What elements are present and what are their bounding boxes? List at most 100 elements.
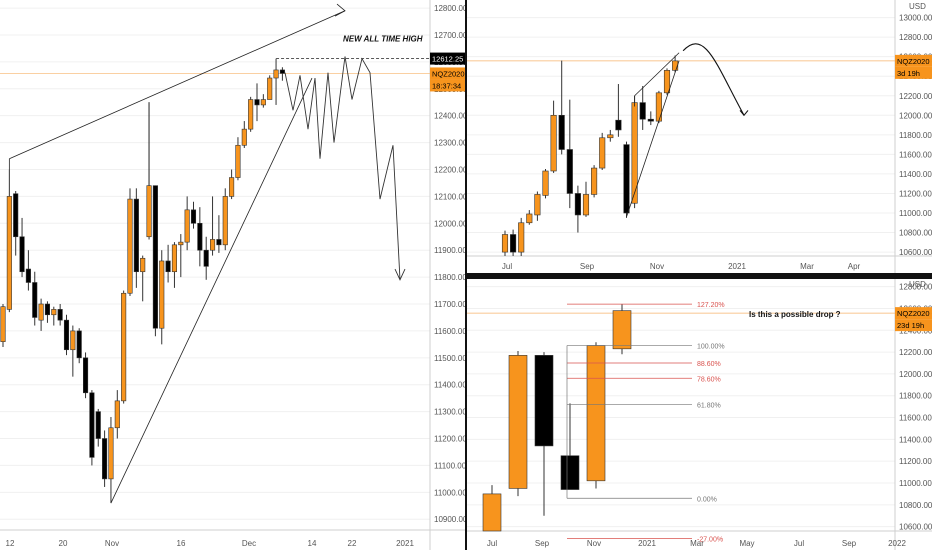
candle-up [184,209,190,243]
x-tick-label: 22 [348,539,357,548]
y-tick-label: 11800.00 [434,273,465,282]
candle-down [279,69,285,74]
fib-level-label: -27.00% [697,537,723,544]
price-badge-bg [895,307,932,320]
candle-down [560,455,580,490]
candle-up [612,310,632,350]
y-tick-label: 11500.00 [434,354,465,363]
x-tick-label: May [739,539,754,548]
y-tick-label: 12000.00 [899,370,932,379]
candle-up [273,69,279,79]
candle-up [663,70,671,94]
daily-chart-panel[interactable]: 10900.00 11000.00 11100.00 11200.00 11300.00… [0,0,465,550]
y-tick-label: 10800.00 [899,501,932,510]
panel-divider-horizontal[interactable] [467,273,932,279]
y-tick-label: 12200.00 [899,92,932,101]
candle-down [623,144,630,214]
y-tick-label: 12800.00 [899,283,932,292]
upper-trendline [634,52,680,97]
y-tick-label: 12100.00 [434,192,465,201]
x-tick-label: Jul [794,539,804,548]
candle-up [121,292,127,402]
candle-down [76,330,82,359]
fib-level-label: 0.00% [697,496,717,503]
candle-up [550,114,557,172]
projection-arrowhead [394,268,406,281]
projection-zigzag [284,56,401,280]
daily-chart[interactable]: 10900.00 11000.00 11100.00 11200.00 11300.00… [0,0,465,550]
weekly-chart[interactable]: 10600.00 10800.00 11000.00 11200.00 11400.00… [467,0,932,273]
candle-down [57,309,63,321]
x-tick-label: 12 [6,539,15,548]
candle-up [159,260,165,329]
lower-trendline [110,77,313,504]
y-tick-label: 11000.00 [434,488,465,497]
x-tick-label: Jul [502,262,512,271]
x-tick-label: 14 [308,539,317,548]
y-tick-label: 10800.00 [899,229,932,238]
y-tick-label: 12200.00 [899,348,932,357]
candle-down [165,260,171,273]
currency-label: USD [909,280,926,289]
candle-down [534,355,554,447]
candle-up [235,144,241,178]
candle-down [566,149,573,194]
x-tick-label: 20 [59,539,68,548]
monthly-chart-panel[interactable]: 10600.00 10800.00 11000.00 11200.00 11400.00… [467,279,932,550]
candle-up [508,355,528,489]
candle-up [210,239,216,251]
y-tick-label: 11000.00 [899,209,932,218]
candle-up [171,244,177,273]
trendline-arrowhead [334,3,346,17]
timer-badge: 23d 19h [897,321,924,330]
candle-down [44,303,51,316]
y-tick-label: 12400.00 [434,112,465,121]
y-tick-label: 12000.00 [434,219,465,228]
candle-up [70,330,76,351]
candle-up [526,213,533,224]
y-tick-label: 11700.00 [434,300,465,309]
candle-up [591,167,598,195]
x-tick-label: 2021 [728,262,746,271]
candle-down [510,234,517,253]
x-tick-label: 16 [177,539,186,548]
x-tick-label: 2022 [888,539,906,548]
y-tick-label: 10600.00 [899,523,932,532]
candle-up [599,137,606,169]
candle-up [146,185,152,238]
y-tick-label: 11600.00 [899,414,932,423]
x-tick-label: Mar [690,539,704,548]
price-badge: NQZ2020 - 12557.00 [897,57,932,66]
x-tick-label: Sep [580,262,595,271]
y-tick-label: 12000.00 [899,111,932,120]
y-tick-label: 11200.00 [899,189,932,198]
monthly-chart[interactable]: 10600.00 10800.00 11000.00 11200.00 11400.00… [467,279,932,550]
candle-down [32,282,38,318]
x-tick-label: Dec [242,539,256,548]
high-badge: 12612.25 [432,55,463,64]
annotation-text: Is this a possible drop ? [749,310,841,319]
y-tick-label: 11200.00 [899,457,932,466]
candle-down [254,99,260,106]
annotation-text: NEW ALL TIME HIGH [343,35,423,44]
x-tick-label: Sep [842,539,857,548]
candle-up [114,400,120,429]
candle-up [542,170,549,196]
price-badge-bg [430,67,465,80]
candle-down [13,193,19,238]
y-tick-label: 11300.00 [434,408,465,417]
candle-up [267,77,273,100]
timer-badge-bg [895,319,932,332]
panel-divider-vertical[interactable] [465,0,467,550]
fib-level-label: 78.60% [697,376,721,383]
candle-up [248,99,254,130]
drop-arrowhead [739,110,749,117]
candle-up [127,198,133,294]
candle-up [607,134,614,139]
weekly-chart-panel[interactable]: 10600.00 10800.00 11000.00 11200.00 11400.00… [467,0,932,273]
price-badge-bg [895,54,932,67]
candle-up [6,196,12,310]
fib-level-label: 88.60% [697,361,721,368]
fib-level-label: 100.00% [697,344,725,351]
candle-up [38,303,44,321]
